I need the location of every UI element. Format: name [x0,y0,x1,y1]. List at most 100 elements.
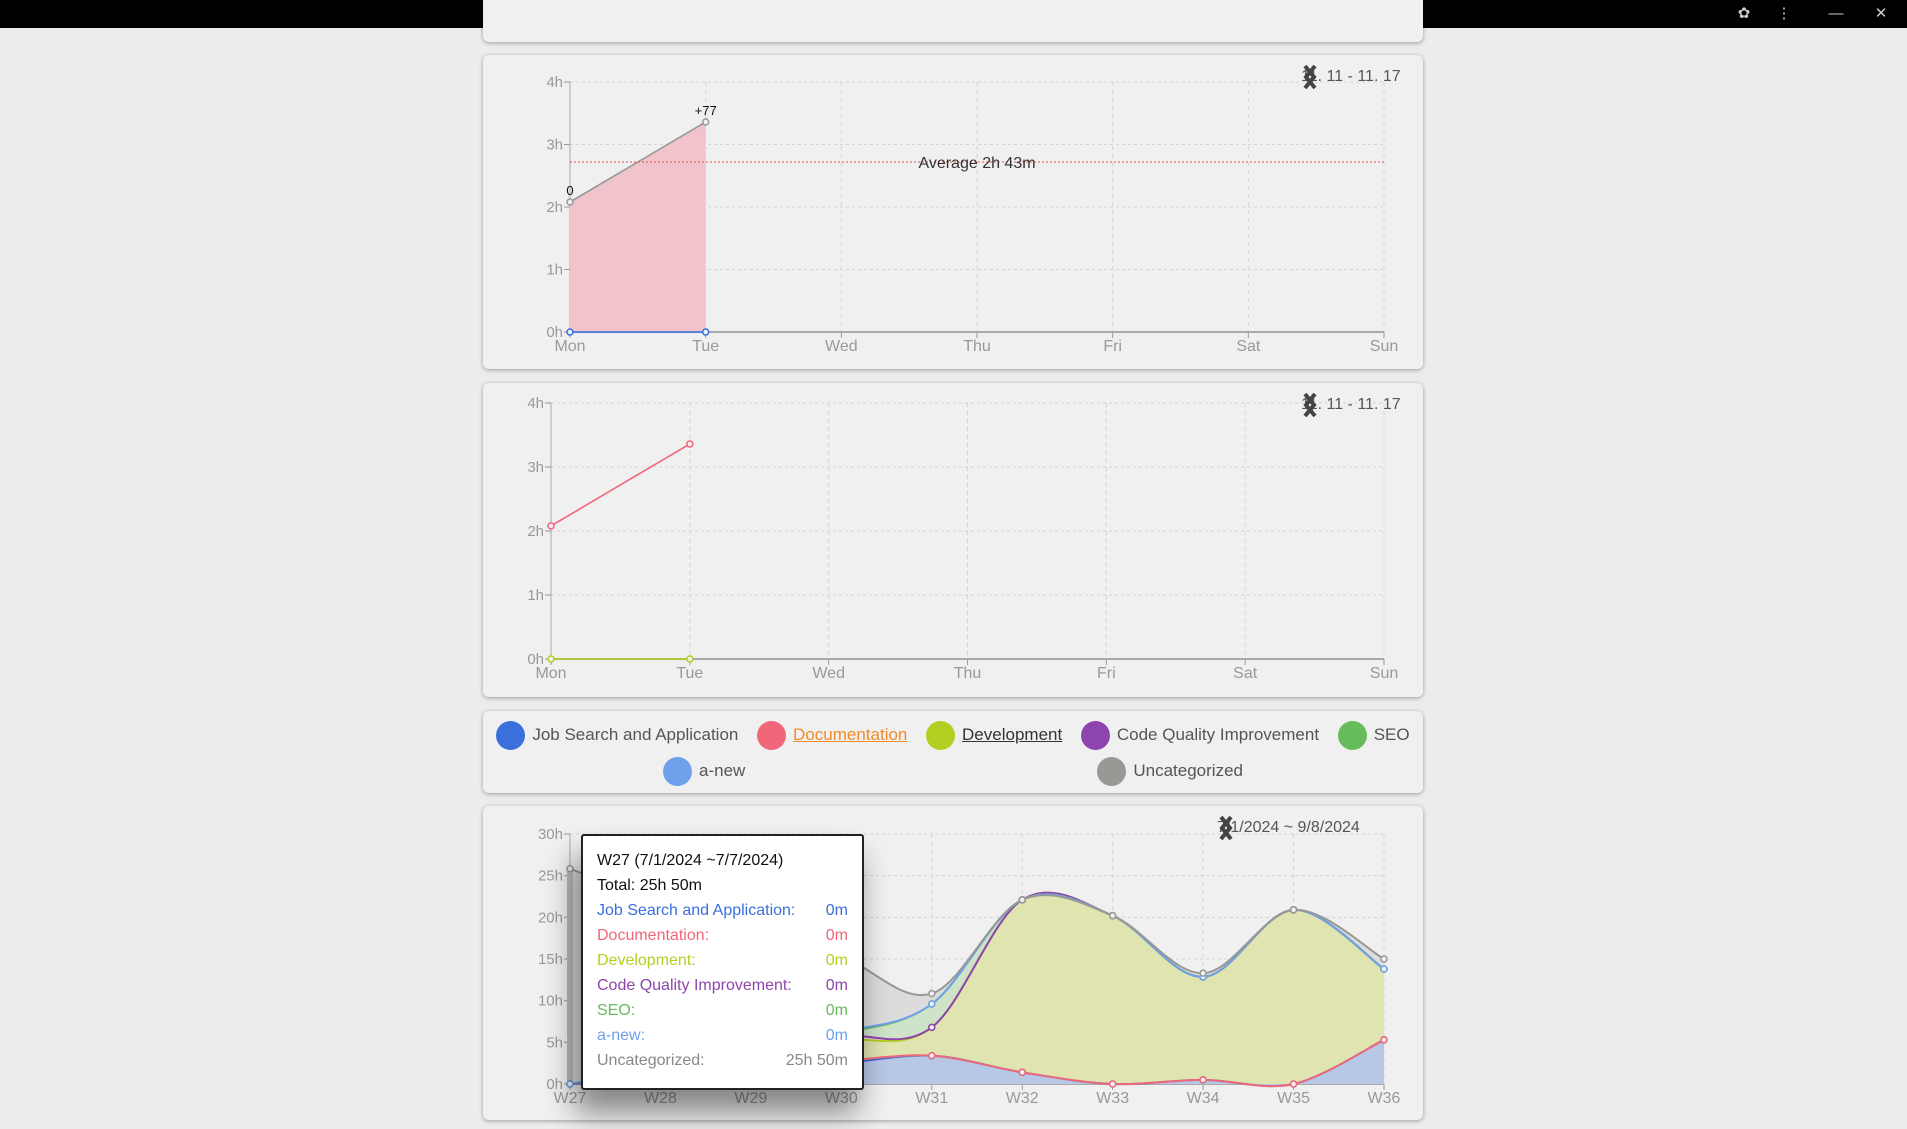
date-range-label: 11. 11 - 11. 17 [1301,396,1401,413]
legend-label: Uncategorized [1133,761,1243,780]
x-tick-label: W30 [825,1090,858,1107]
date-range-nav: 7/1/2024 ~ 9/8/2024 [1217,813,1360,843]
weekly-total-chart-card: 0h 1h 2h 3h 4h Mon Tue Wed Thu Fri Sat Sun 0 +77 Avera… [483,55,1423,369]
x-tick-label: Sat [1236,338,1261,355]
y-tick-label: 30h [538,826,563,843]
data-point [1380,1036,1388,1044]
legend-item-uncategorized[interactable]: Uncategorized [1097,753,1243,789]
data-point [686,440,694,448]
legend-label: SEO [1373,725,1410,744]
tooltip-row-value: 0m [825,1027,848,1044]
y-tick-label: 10h [538,993,563,1010]
y-tick-label: 5h [546,1034,563,1051]
x-tick-label: W33 [1096,1090,1129,1107]
legend-item-code-quality[interactable]: Code Quality Improvement [1080,717,1320,753]
x-tick-label: Tue [692,338,719,355]
tooltip-row-label: Job Search and Application: [597,902,796,919]
y-tick-label: 3h [546,137,563,154]
legend-item-seo[interactable]: SEO [1337,717,1410,753]
hover-indicator [567,868,573,1084]
area-2 [570,892,1384,1084]
x-tick-label: Fri [1103,338,1122,355]
tooltip-row: Code Quality Improvement: 0m [597,973,848,998]
data-point [1018,1068,1026,1077]
x-tick-label: W35 [1277,1090,1310,1107]
x-tick-label: Fri [1097,665,1116,682]
chart-tooltip: W27 (7/1/2024 ~7/7/2024) Total: 25h 50m … [581,834,864,1090]
legend-item-development[interactable]: Development [926,717,1062,753]
y-tick-label: 15h [538,951,563,968]
legend-color-dot [1337,720,1367,750]
data-point [1289,906,1298,914]
tooltip-row-label: Uncategorized: [597,1052,705,1069]
chevron-right-icon[interactable] [1301,390,1319,420]
data-point [1199,1076,1207,1084]
legend-label: Code Quality Improvement [1116,725,1320,744]
x-tick-label: W28 [644,1090,677,1107]
data-point [686,655,694,663]
chevron-left-icon[interactable] [1301,62,1319,92]
data-point [566,198,574,206]
data-point [1380,955,1388,963]
data-point [1380,965,1388,973]
legend-color-dot [926,720,956,750]
tooltip-row-label: Development: [597,952,696,969]
x-tick-label: W29 [734,1090,767,1107]
data-point [928,1000,936,1008]
tooltip-row-value: 0m [825,1002,848,1019]
category-line-chart-card: 0h 1h 2h 3h 4h Mon Tue Wed Thu Fri Sat Sun 11. 11 -… [483,383,1423,697]
y-tick-label: 20h [538,909,563,926]
data-point [1199,969,1207,977]
legend-item-a-new[interactable]: a-new [663,753,745,789]
tooltip-row-value: 0m [825,977,848,994]
more-options-icon[interactable]: ⋮ [1776,5,1792,22]
chevron-left-icon[interactable] [1217,813,1235,843]
y-tick-label: 2h [527,523,544,540]
chevron-left-icon[interactable] [1301,390,1319,420]
y-tick-label: 4h [546,74,563,91]
x-tick-label: Tue [676,665,703,682]
data-point [566,328,574,336]
point-label: +77 [695,103,717,118]
x-tick-label: Thu [954,665,982,682]
date-range-label: 7/1/2024 ~ 9/8/2024 [1217,819,1360,836]
tooltip-title: W27 (7/1/2024 ~7/7/2024) [597,852,784,869]
y-tick-label: 3h [527,459,544,476]
y-tick-label: 1h [527,587,544,604]
y-tick-label: 4h [527,395,544,412]
series-line [550,443,691,527]
tooltip-row-label: Documentation: [597,927,710,944]
tooltip-row: Development: 0m [597,948,848,973]
data-point [1289,1080,1298,1088]
x-tick-label: Wed [812,665,845,682]
chevron-right-icon[interactable] [1301,62,1319,92]
chevron-right-icon[interactable] [1217,813,1235,843]
data-point [928,1023,936,1032]
close-icon[interactable]: ✕ [1874,5,1888,22]
data-point [566,1080,574,1088]
minimize-icon[interactable]: — [1828,5,1844,22]
legend-color-dot [663,756,693,786]
tooltip-row-label: a-new: [597,1027,646,1044]
x-tick-label: W34 [1187,1090,1220,1107]
legend-item-documentation[interactable]: Documentation [757,717,907,753]
data-point [547,655,555,663]
data-point [566,865,574,873]
data-point [928,989,936,998]
y-tick-label: 25h [538,868,563,885]
legend-item-job-search[interactable]: Job Search and Application [496,717,738,753]
x-tick-label: Sun [1370,665,1398,682]
x-tick-label: Wed [825,338,858,355]
tooltip-row: Job Search and Application: 0m [597,898,848,923]
y-tick-label: 0h [546,324,563,341]
legend-label: Development [962,725,1063,744]
data-point [1018,896,1026,904]
legend-label: Documentation [793,725,908,744]
extensions-icon[interactable]: ✿ [1737,5,1751,22]
previous-card [483,0,1423,42]
date-range-nav: 11. 11 - 11. 17 [1301,390,1401,420]
y-tick-label: 0h [527,651,544,668]
tooltip-row-label: Code Quality Improvement: [597,977,792,994]
tooltip-row-value: 25h 50m [785,1052,848,1069]
point-label: 0 [566,183,573,198]
